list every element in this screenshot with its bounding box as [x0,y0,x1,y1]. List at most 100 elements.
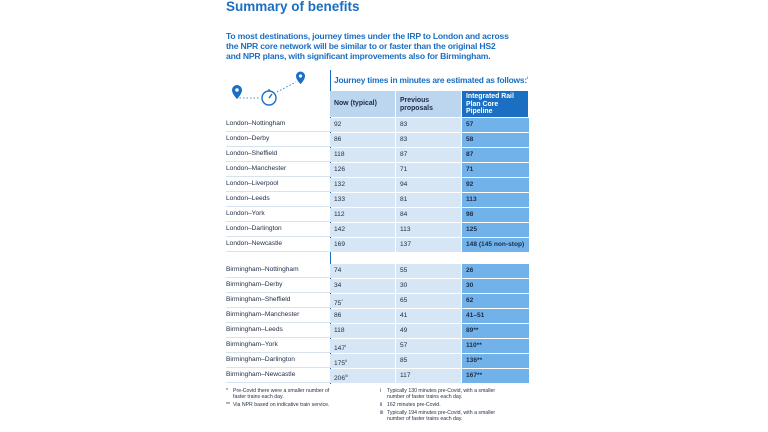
footnote-text: Via NPR based on indicative train servic… [233,402,330,409]
irp: 110** [462,338,529,353]
caption-note: i [526,75,528,81]
now-value: 34 [334,281,342,289]
route: Birmingham–Nottingham [226,263,330,278]
column-header: Previous proposals [396,91,461,117]
previous: 137 [396,237,461,252]
previous: 57 [396,338,461,353]
now-value: 147 [334,344,346,352]
previous: 83 [396,132,461,147]
now-value: 86 [334,135,342,143]
irp: 62 [462,293,529,308]
footnote-mark: ** [226,402,231,409]
route: Birmingham–Darlington [226,353,330,368]
irp: 125 [462,222,529,237]
footnote-mark: i [380,388,382,394]
irp: 71 [462,162,529,177]
previous: 30 [396,278,461,293]
now: 169 [330,237,395,252]
note: ii [345,357,347,363]
previous: 41 [396,308,461,323]
irp: 87 [462,147,529,162]
route: Birmingham–Derby [226,278,330,293]
now: 132 [330,177,395,192]
previous: 71 [396,162,461,177]
now-value: 118 [334,150,345,158]
intro-line: and NPR plans, with significant improvem… [226,51,491,61]
previous: 81 [396,192,461,207]
previous: 49 [396,323,461,338]
footnote-mark: * [226,388,229,394]
column-header: Now (typical) [330,91,395,117]
route: Birmingham–Manchester [226,308,330,323]
title: Summary of benefits [226,0,360,14]
now: 133 [330,192,395,207]
footnote-text: Typically 130 minutes pre-Covid, with a … [387,388,496,401]
caption: Journey times in minutes are estimated a… [334,75,528,85]
previous: 85 [396,353,461,368]
footnote-mark: ii [380,402,383,409]
column-header: Integrated Rail Plan Core Pipeline [462,91,528,117]
route: London–Liverpool [226,177,330,192]
previous: 94 [396,177,461,192]
now: 142 [330,222,395,237]
now: 92 [330,117,395,132]
irp: 136** [462,353,529,368]
route: London–Leeds [226,192,330,207]
irp: 58 [462,132,529,147]
now-value: 126 [334,165,346,173]
now-value: 169 [334,240,346,248]
now-value: 118 [334,326,345,334]
now: 126 [330,162,395,177]
now-value: 133 [334,195,346,203]
now-value: 175 [334,359,346,367]
note: iii [345,372,348,378]
now: 118 [330,323,395,338]
irp: 92 [462,177,529,192]
previous: 113 [396,222,461,237]
route: London–Derby [226,132,330,147]
now-value: 142 [334,225,346,233]
route: Birmingham–Sheffield [226,293,330,308]
note: i [345,342,346,348]
now-value: 86 [334,311,342,319]
irp: 98 [462,207,529,222]
now: 86 [330,132,395,147]
footnote-text: Typically 194 minutes pre-Covid, with a … [387,409,496,423]
icon [232,71,305,106]
now: 206iii [330,368,395,383]
route: London–Darlington [226,222,330,237]
irp: 89** [462,323,529,338]
now-value: 92 [334,120,342,128]
route: London–Newcastle [226,237,330,252]
irp: 167** [462,368,529,383]
irp: 41–51 [462,308,529,323]
previous: 87 [396,147,461,162]
now: 112 [330,207,395,222]
now: 74 [330,263,395,278]
footnote-mark: iii [380,409,384,416]
now: 118 [330,147,395,162]
route: Birmingham–York [226,338,330,353]
irp: 26 [462,263,529,278]
footnote-text: Pre-Covid there were a smaller number of… [233,388,330,401]
previous: 55 [396,263,461,278]
irp: 30 [462,278,529,293]
caption-text: Journey times in minutes are estimated a… [334,75,527,85]
previous: 83 [396,117,461,132]
previous: 65 [396,293,461,308]
now-value: 132 [334,180,346,188]
irp: 113 [462,192,529,207]
previous: 84 [396,207,461,222]
intro-line: the NPR core network will be similar to … [226,41,496,51]
now-value: 112 [334,210,345,218]
now: 175ii [330,353,395,368]
intro-line: To most destinations, journey times unde… [226,31,509,41]
route: London–Sheffield [226,147,330,162]
route: London–Nottingham [226,117,330,132]
now: 75* [330,293,395,308]
route: Birmingham–Leeds [226,323,330,338]
now: 147i [330,338,395,353]
route: London–Manchester [226,162,330,177]
previous: 117 [396,368,461,383]
now-value: 74 [334,266,342,274]
